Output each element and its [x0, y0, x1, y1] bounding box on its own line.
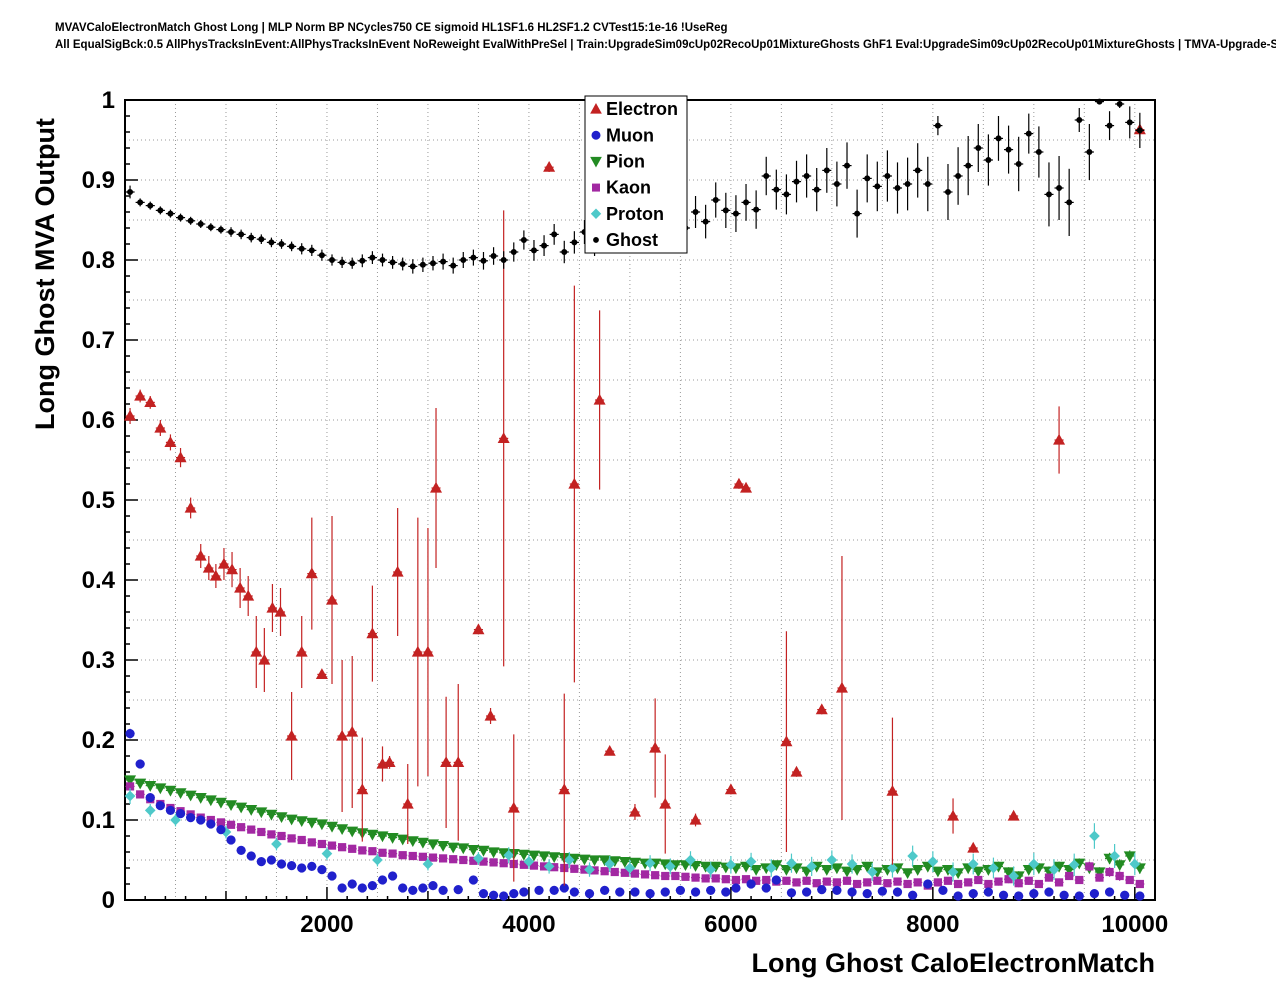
- svg-text:0.2: 0.2: [82, 727, 115, 754]
- svg-text:0.1: 0.1: [82, 807, 115, 834]
- svg-text:0.4: 0.4: [82, 567, 116, 594]
- svg-text:8000: 8000: [906, 911, 959, 938]
- x-axis-title: Long Ghost CaloElectronMatch: [751, 948, 1155, 978]
- svg-text:0.5: 0.5: [82, 487, 115, 514]
- legend-marker-pion: [590, 156, 602, 168]
- series-kaon: [125, 782, 1145, 890]
- legend: Electron Muon Pion Kaon Proton Ghost: [584, 95, 688, 254]
- legend-label-kaon: Kaon: [606, 178, 651, 198]
- series-ghost: [125, 98, 1145, 274]
- legend-marker-electron: [590, 103, 602, 114]
- legend-marker-ghost: [593, 237, 599, 243]
- svg-text:0.7: 0.7: [82, 327, 115, 354]
- svg-text:0.3: 0.3: [82, 647, 115, 674]
- series-muon: [125, 728, 1145, 901]
- legend-marker-kaon: [592, 183, 600, 192]
- gridlines: [125, 100, 1155, 900]
- svg-text:1: 1: [102, 87, 115, 114]
- svg-text:6000: 6000: [704, 911, 757, 938]
- legend-label-electron: Electron: [606, 99, 678, 119]
- svg-text:0.9: 0.9: [82, 167, 115, 194]
- legend-marker-proton: [590, 208, 602, 219]
- legend-label-proton: Proton: [606, 204, 664, 224]
- svg-text:0.8: 0.8: [82, 247, 115, 274]
- series-proton: [124, 788, 1141, 886]
- svg-text:0: 0: [102, 887, 115, 914]
- svg-text:4000: 4000: [502, 911, 555, 938]
- svg-text:10000: 10000: [1101, 911, 1168, 938]
- axis-tick-labels: 2000 4000 6000 8000 10000 0 0.1 0.2 0.3 0.4 0.5 0.6…: [82, 87, 1169, 938]
- svg-text:0.6: 0.6: [82, 407, 115, 434]
- svg-text:2000: 2000: [300, 911, 353, 938]
- legend-label-pion: Pion: [606, 151, 645, 171]
- legend-label-ghost: Ghost: [606, 230, 658, 250]
- legend-marker-muon: [591, 130, 601, 140]
- series-electron: [124, 121, 1146, 886]
- legend-label-muon: Muon: [606, 125, 654, 145]
- axis-ticks: [125, 99, 1136, 900]
- plot-title-line-1: MVAVCaloElectronMatch Ghost Long | MLP N…: [55, 22, 728, 34]
- plot-title-line-2: All EqualSigBck:0.5 AllPhysTracksInEvent…: [55, 39, 1276, 51]
